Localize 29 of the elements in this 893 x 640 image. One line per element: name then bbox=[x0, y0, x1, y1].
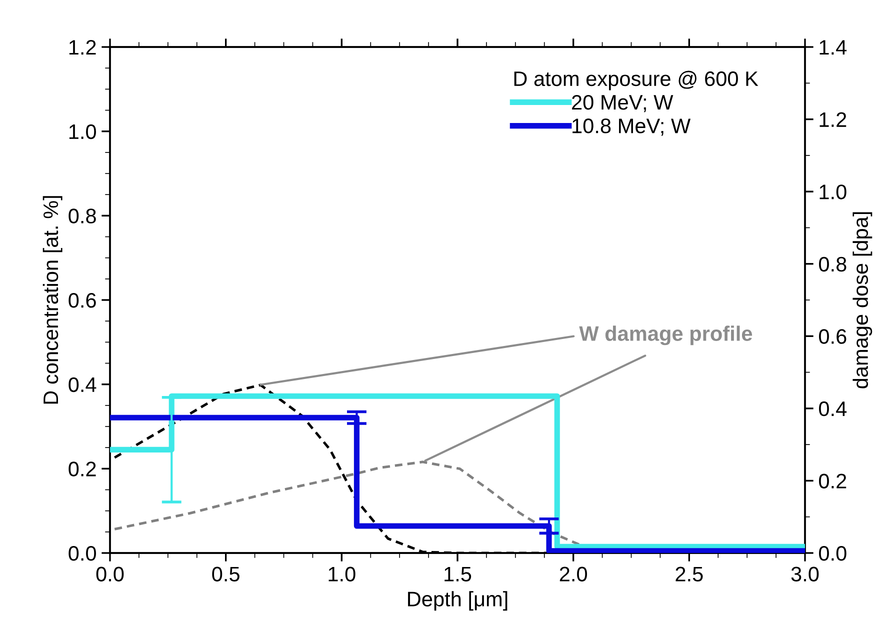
y-tick-label: 1.0 bbox=[69, 124, 96, 140]
x-tick-label: 2.5 bbox=[676, 566, 703, 582]
x-tick-label: 0.0 bbox=[96, 566, 124, 582]
y2-tick-label: 0.6 bbox=[819, 329, 846, 344]
y2-tick-label: 1.4 bbox=[820, 40, 847, 55]
y2-tick-label: 0.0 bbox=[819, 546, 846, 561]
y-axis-title: D concentration [at. %] bbox=[42, 196, 62, 404]
y2-axis-title: damage dose [dpa] bbox=[852, 212, 872, 388]
y2-tick-label: 0.4 bbox=[819, 401, 847, 416]
y-tick-label: 0.6 bbox=[68, 293, 96, 308]
x-tick-label: 3.0 bbox=[791, 566, 819, 582]
y-tick-label: 1.2 bbox=[69, 40, 96, 55]
y-tick-label: 0.8 bbox=[68, 208, 96, 224]
legend-label: 20 MeV; W bbox=[572, 94, 674, 112]
y-tick-label: 0.4 bbox=[68, 377, 96, 392]
y2-tick-label: 0.8 bbox=[819, 256, 846, 272]
x-tick-label: 0.5 bbox=[212, 566, 240, 582]
y-tick-label: 0.0 bbox=[68, 546, 96, 561]
annotation: W damage profile bbox=[579, 326, 752, 346]
y2-tick-label: 1.0 bbox=[820, 184, 846, 200]
y2-tick-label: 0.2 bbox=[819, 474, 846, 488]
x-tick-label: 1.0 bbox=[328, 566, 356, 582]
x-tick-label: 1.5 bbox=[444, 566, 472, 582]
y2-tick-label: 1.2 bbox=[820, 112, 846, 127]
y-tick-label: 0.2 bbox=[68, 462, 96, 476]
legend-label: 10.8 MeV; W bbox=[572, 118, 691, 136]
x-axis-title: Depth [μm] bbox=[408, 591, 508, 611]
legend-title: D atom exposure @ 600 K bbox=[514, 70, 758, 90]
x-tick-label: 2.0 bbox=[560, 566, 587, 582]
